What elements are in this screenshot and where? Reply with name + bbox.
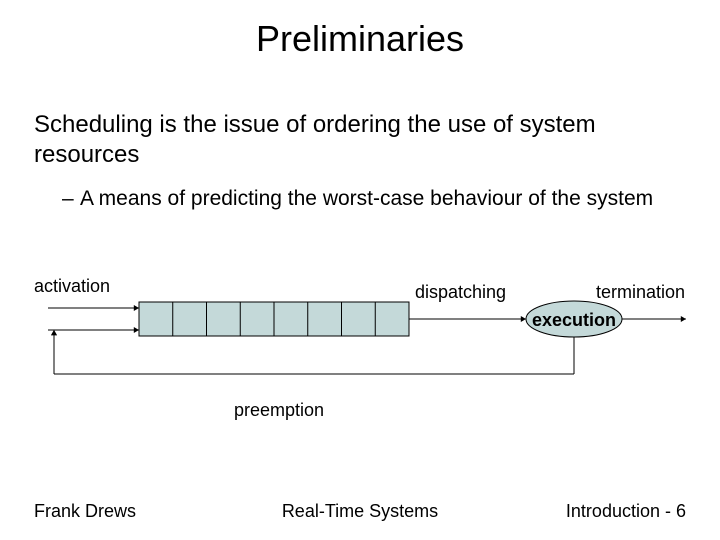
label-execution: execution — [532, 310, 616, 331]
footer: Frank Drews Real-Time Systems Introducti… — [34, 501, 686, 522]
page-title: Preliminaries — [0, 18, 720, 60]
slide: Preliminaries Scheduling is the issue of… — [0, 0, 720, 540]
label-activation: activation — [34, 276, 110, 297]
body-paragraph: Scheduling is the issue of ordering the … — [34, 110, 680, 170]
footer-title: Real-Time Systems — [34, 501, 686, 522]
bullet-text: A means of predicting the worst-case beh… — [80, 187, 653, 210]
label-preemption: preemption — [234, 400, 324, 421]
diagram-svg — [34, 282, 688, 422]
scheduling-diagram: activation dispatching termination execu… — [34, 282, 688, 422]
label-dispatching: dispatching — [415, 282, 506, 303]
label-termination: termination — [596, 282, 685, 303]
bullet-item: –A means of predicting the worst-case be… — [62, 186, 680, 212]
bullet-marker: – — [62, 186, 80, 212]
